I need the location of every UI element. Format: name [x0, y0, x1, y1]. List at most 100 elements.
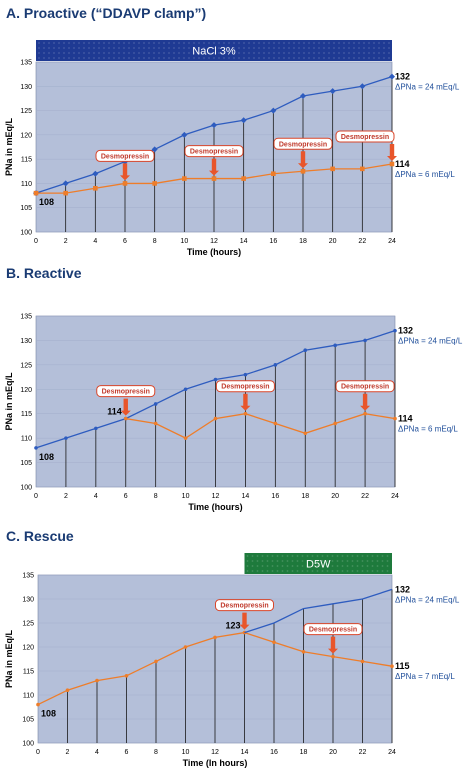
end-value-label: 114	[398, 414, 413, 424]
series-line-1	[244, 588, 393, 634]
banner-texture-dot	[246, 560, 249, 562]
banner-texture-dot	[303, 52, 305, 54]
banner-texture-dot	[338, 57, 340, 59]
banner-texture-dot	[238, 42, 240, 44]
banner-texture-dot	[276, 570, 279, 572]
banner-texture-dot	[318, 47, 320, 49]
banner-texture-dot	[188, 47, 190, 49]
banner-texture-dot	[323, 42, 325, 44]
banner-texture-dot	[113, 47, 115, 49]
banner-texture-dot	[193, 57, 195, 59]
banner-texture-dot	[248, 57, 250, 59]
banner-texture-dot	[251, 555, 254, 557]
banner-texture-dot	[353, 42, 355, 44]
banner-texture-dot	[173, 52, 175, 54]
banner-texture-dot	[378, 52, 380, 54]
banner-texture-dot	[253, 47, 255, 49]
banner-texture-dot	[363, 57, 365, 59]
desmopressin-arrow	[120, 398, 131, 416]
banner-texture-dot	[336, 555, 339, 557]
banner-texture-dot	[173, 57, 175, 59]
banner-texture-dot	[123, 47, 125, 49]
banner-texture-dot	[158, 52, 160, 54]
banner-texture-dot	[103, 52, 105, 54]
data-point	[303, 348, 308, 353]
data-point	[301, 650, 306, 654]
banner-texture-dot	[276, 565, 279, 567]
data-point	[36, 702, 40, 707]
start-value-label: 108	[39, 452, 54, 462]
y-axis-label: PNa in mEq/L	[4, 629, 14, 688]
banner-texture-dot	[271, 555, 274, 557]
panel-title: B. Reactive	[6, 265, 82, 281]
banner-texture-dot	[291, 555, 294, 557]
banner-texture-dot	[313, 52, 315, 54]
y-tick-label: 115	[21, 411, 32, 418]
x-tick-label: 18	[299, 238, 307, 245]
banner-texture-dot	[301, 570, 304, 572]
banner-label: D5W	[306, 559, 331, 571]
end-value-label: 114	[395, 159, 410, 169]
banner-texture-dot	[153, 57, 155, 59]
banner-texture-dot	[88, 52, 90, 54]
banner-texture-dot	[361, 565, 364, 567]
data-point	[333, 421, 337, 426]
banner-texture-dot	[283, 57, 285, 59]
banner-texture-dot	[298, 47, 300, 49]
banner-texture-dot	[128, 42, 130, 44]
banner-texture-dot	[253, 52, 255, 54]
banner-texture-dot	[321, 570, 324, 572]
x-axis-label: Time (hours)	[188, 502, 242, 512]
banner-texture-dot	[293, 57, 295, 59]
banner-texture-dot	[361, 560, 364, 562]
banner-texture-dot	[333, 57, 335, 59]
banner-texture-dot	[53, 52, 55, 54]
x-tick-label: 16	[270, 749, 278, 756]
banner-texture-dot	[128, 52, 130, 54]
desmopressin-label: Desmopressin	[102, 389, 150, 396]
data-point	[393, 416, 397, 421]
banner-texture-dot	[306, 570, 309, 572]
banner-texture-dot	[78, 47, 80, 49]
banner-texture-dot	[346, 560, 349, 562]
banner-texture-dot	[358, 42, 360, 44]
banner-texture-dot	[98, 57, 100, 59]
banner-texture-dot	[143, 42, 145, 44]
banner-texture-dot	[73, 57, 75, 59]
banner-texture-dot	[163, 47, 165, 49]
banner-texture-dot	[331, 555, 334, 557]
banner-texture-dot	[143, 47, 145, 49]
banner-texture-dot	[326, 560, 329, 562]
delta-pna-label: ΔPNa = 24 mEq/L	[398, 337, 463, 346]
banner-texture-dot	[326, 555, 329, 557]
banner-texture-dot	[173, 47, 175, 49]
banner-texture-dot	[93, 42, 95, 44]
banner-texture-dot	[371, 560, 374, 562]
banner-texture-dot	[361, 555, 364, 557]
data-point	[63, 190, 68, 196]
x-tick-label: 24	[388, 749, 396, 756]
banner-texture-dot	[316, 555, 319, 557]
banner-texture-dot	[311, 555, 314, 557]
banner-texture-dot	[346, 570, 349, 572]
banner-texture-dot	[368, 52, 370, 54]
banner-texture-dot	[133, 47, 135, 49]
banner-texture-dot	[98, 47, 100, 49]
banner-texture-dot	[266, 555, 269, 557]
banner-texture-dot	[58, 52, 60, 54]
banner-texture-dot	[258, 42, 260, 44]
desmopressin-arrow	[209, 158, 219, 176]
desmopressin-callout	[215, 380, 275, 393]
banner-texture-dot	[291, 560, 294, 562]
banner-texture-dot	[83, 57, 85, 59]
banner-texture-dot	[68, 47, 70, 49]
banner-texture-dot	[278, 57, 280, 59]
y-tick-label: 105	[20, 205, 32, 212]
banner-texture-dot	[256, 555, 259, 557]
banner-texture-dot	[308, 47, 310, 49]
banner-texture-dot	[228, 47, 230, 49]
x-axis-label: Time (In hours)	[183, 758, 248, 768]
data-point	[151, 146, 158, 153]
banner-texture-dot	[318, 57, 320, 59]
